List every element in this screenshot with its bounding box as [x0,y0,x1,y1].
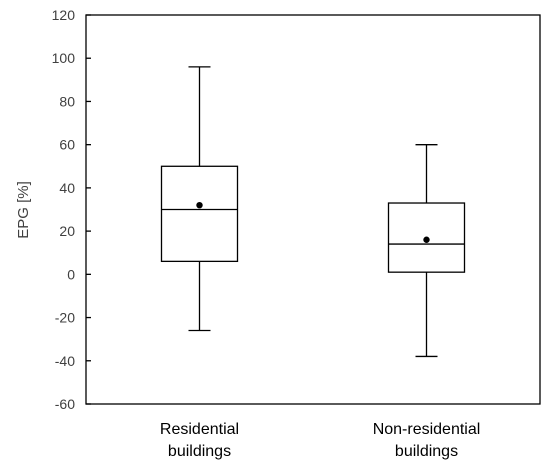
y-tick-label: -40 [55,353,75,369]
y-tick-label: 80 [59,93,75,109]
y-axis-title: EPG [%] [15,181,32,239]
category-label-line1: Residential [160,421,239,438]
y-tick-label: 0 [67,266,75,282]
mean-marker [423,236,430,243]
category-label-line2: buildings [168,443,231,460]
box-series [160,66,466,358]
y-tick-label: 60 [59,137,75,153]
category-label-line1: Non-residential [373,421,481,438]
y-tick-label: 100 [52,50,76,66]
interquartile-box [160,165,239,263]
y-tick-label: 120 [52,7,76,23]
category-label-line2: buildings [395,443,458,460]
plot-frame [85,14,541,405]
box-2 [387,144,466,358]
y-axis-ticks: -60 -40 -20 0 20 40 60 80 100 120 [52,7,91,412]
y-tick-label: 20 [59,223,75,239]
mean-marker [196,201,203,209]
y-tick-label: -60 [55,396,75,412]
x-category-labels: Residential buildings Non-residential build… [160,421,480,460]
y-tick-label: 40 [59,180,75,196]
box-1 [160,66,239,332]
y-tick-label: -20 [55,310,75,326]
